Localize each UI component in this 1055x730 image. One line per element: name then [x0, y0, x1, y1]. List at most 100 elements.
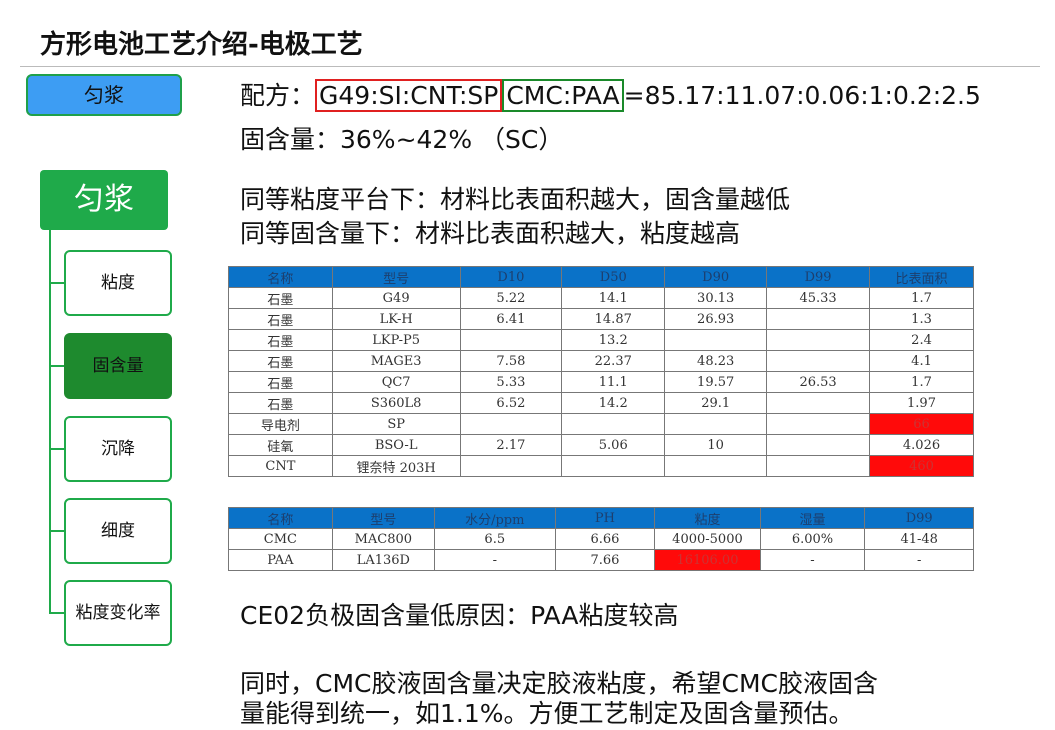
tree-branch: [50, 612, 64, 614]
table-cell: [459, 455, 563, 477]
table-cell: 6.5: [433, 528, 556, 550]
table-cell: 锂奈特 203H: [331, 455, 461, 477]
column-header: 型号: [331, 507, 435, 529]
table-cell: 22.37: [561, 350, 666, 372]
table-cell: [561, 455, 666, 477]
table-row: 石墨 LK-H 6.41 14.87 26.93 1.3: [228, 308, 974, 330]
table-cell: [459, 413, 563, 435]
table-row: 石墨 G49 5.22 14.1 30.13 45.33 1.7: [228, 287, 974, 309]
column-header: 名称: [228, 507, 333, 529]
note-1: 同等粘度平台下：材料比表面积越大，固含量越低: [240, 185, 791, 214]
table-cell: MAGE3: [331, 350, 461, 372]
table-cell: 石墨: [228, 308, 333, 330]
table-row: CNT 锂奈特 203H 460: [228, 455, 974, 477]
table-cell: [766, 455, 871, 477]
table-cell: [766, 392, 871, 414]
tree-node[interactable]: 细度: [64, 498, 172, 564]
table-row: 硅氧 BSO-L 2.17 5.06 10 4.026: [228, 434, 974, 456]
slurry-tab-button[interactable]: 匀浆: [26, 74, 182, 116]
table-cell: [664, 329, 768, 351]
column-header: 水分/ppm: [433, 507, 556, 529]
table-cell: 29.1: [664, 392, 768, 414]
column-header: 名称: [228, 266, 333, 288]
table-cell: PAA: [228, 549, 333, 571]
formula-green-box: CMC:PAA: [502, 79, 624, 112]
table-cell: 26.93: [664, 308, 768, 330]
table-cell: LKP-P5: [331, 329, 461, 351]
table-cell: 10: [664, 434, 768, 456]
table-cell: 16106.00: [654, 549, 761, 571]
tree-root[interactable]: 匀浆: [40, 170, 168, 230]
table-header: 名称 型号 D10 D50 D90 D99 比表面积: [228, 266, 974, 288]
table-cell: 1.3: [869, 308, 974, 330]
table-cell: 26.53: [766, 371, 871, 393]
table-cell: CNT: [228, 455, 333, 477]
table-cell: 石墨: [228, 287, 333, 309]
table-cell: 460: [869, 455, 974, 477]
tree-node[interactable]: 固含量: [64, 333, 172, 399]
table-cell: -: [759, 549, 866, 571]
formula-value: =85.17:11.07:0.06:1:0.2:2.5: [623, 81, 981, 110]
table-cell: [766, 308, 871, 330]
table-row: 石墨 S360L8 6.52 14.2 29.1 1.97: [228, 392, 974, 414]
tree-node[interactable]: 粘度变化率: [64, 580, 172, 646]
table-cell: 2.17: [459, 434, 563, 456]
table-cell: -: [864, 549, 974, 571]
tree-node[interactable]: 沉降: [64, 416, 172, 482]
table-cell: S360L8: [331, 392, 461, 414]
table-cell: CMC: [228, 528, 333, 550]
formula-red-box: G49:SI:CNT:SP: [315, 79, 503, 112]
table-cell: 1.7: [869, 371, 974, 393]
table-cell: 2.4: [869, 329, 974, 351]
table-row: 导电剂 SP 66: [228, 413, 974, 435]
column-header: 粘度: [654, 507, 761, 529]
table-cell: 石墨: [228, 392, 333, 414]
table-cell: 14.2: [561, 392, 666, 414]
table-cell: 硅氧: [228, 434, 333, 456]
table-cell: 66: [869, 413, 974, 435]
tree-branch: [50, 448, 64, 450]
table-cell: 41-48: [864, 528, 974, 550]
table-cell: 11.1: [561, 371, 666, 393]
tree-branch: [50, 530, 64, 532]
table-cell: [766, 350, 871, 372]
table-cell: 石墨: [228, 329, 333, 351]
table-cell: 14.87: [561, 308, 666, 330]
table-cell: 4000-5000: [654, 528, 761, 550]
table-cell: 6.41: [459, 308, 563, 330]
note-2: 同等固含量下：材料比表面积越大，粘度越高: [240, 219, 741, 248]
column-header: 比表面积: [869, 266, 974, 288]
table-cell: 30.13: [664, 287, 768, 309]
table-cell: [766, 329, 871, 351]
table-cell: 导电剂: [228, 413, 333, 435]
column-header: D99: [766, 266, 871, 288]
formula-line: 配方： G49:SI:CNT:SP CMC:PAA =85.17:11.07:0.06…: [240, 76, 981, 112]
table-row: CMC MAC800 6.5 6.66 4000-5000 6.00% 41-48: [228, 528, 974, 550]
table-cell: BSO-L: [331, 434, 461, 456]
column-header: D90: [664, 266, 768, 288]
table-cell: [766, 434, 871, 456]
table-cell: 1.7: [869, 287, 974, 309]
table-cell: MAC800: [331, 528, 435, 550]
table-cell: 5.33: [459, 371, 563, 393]
table-cell: 45.33: [766, 287, 871, 309]
table-cell: 19.57: [664, 371, 768, 393]
column-header: PH: [554, 507, 656, 529]
table-cell: 7.66: [554, 549, 656, 571]
tree-branch: [50, 365, 64, 367]
material-table: 名称 型号 D10 D50 D90 D99 比表面积 石墨 G49 5.22 14.1 30.13 45…: [228, 266, 974, 477]
column-header: 湿量: [759, 507, 866, 529]
table-row: PAA LA136D -7.66 16106.00- -: [228, 549, 974, 571]
paragraph-line-2: 量能得到统一，如1.1%。方便工艺制定及固含量预估。: [240, 699, 854, 728]
tree-node[interactable]: 粘度: [64, 250, 172, 316]
table-cell: 石墨: [228, 371, 333, 393]
page-title: 方形电池工艺介绍-电极工艺: [40, 30, 363, 60]
table-cell: [664, 413, 768, 435]
reason-text: CE02负极固含量低原因：PAA粘度较高: [240, 601, 679, 630]
table-cell: 5.06: [561, 434, 666, 456]
paragraph-line-1: 同时，CMC胶液固含量决定胶液粘度，希望CMC胶液固含: [240, 669, 878, 698]
formula-label: 配方：: [240, 81, 316, 110]
table-cell: 6.52: [459, 392, 563, 414]
column-header: D99: [864, 507, 974, 529]
table-cell: 6.00%: [759, 528, 866, 550]
